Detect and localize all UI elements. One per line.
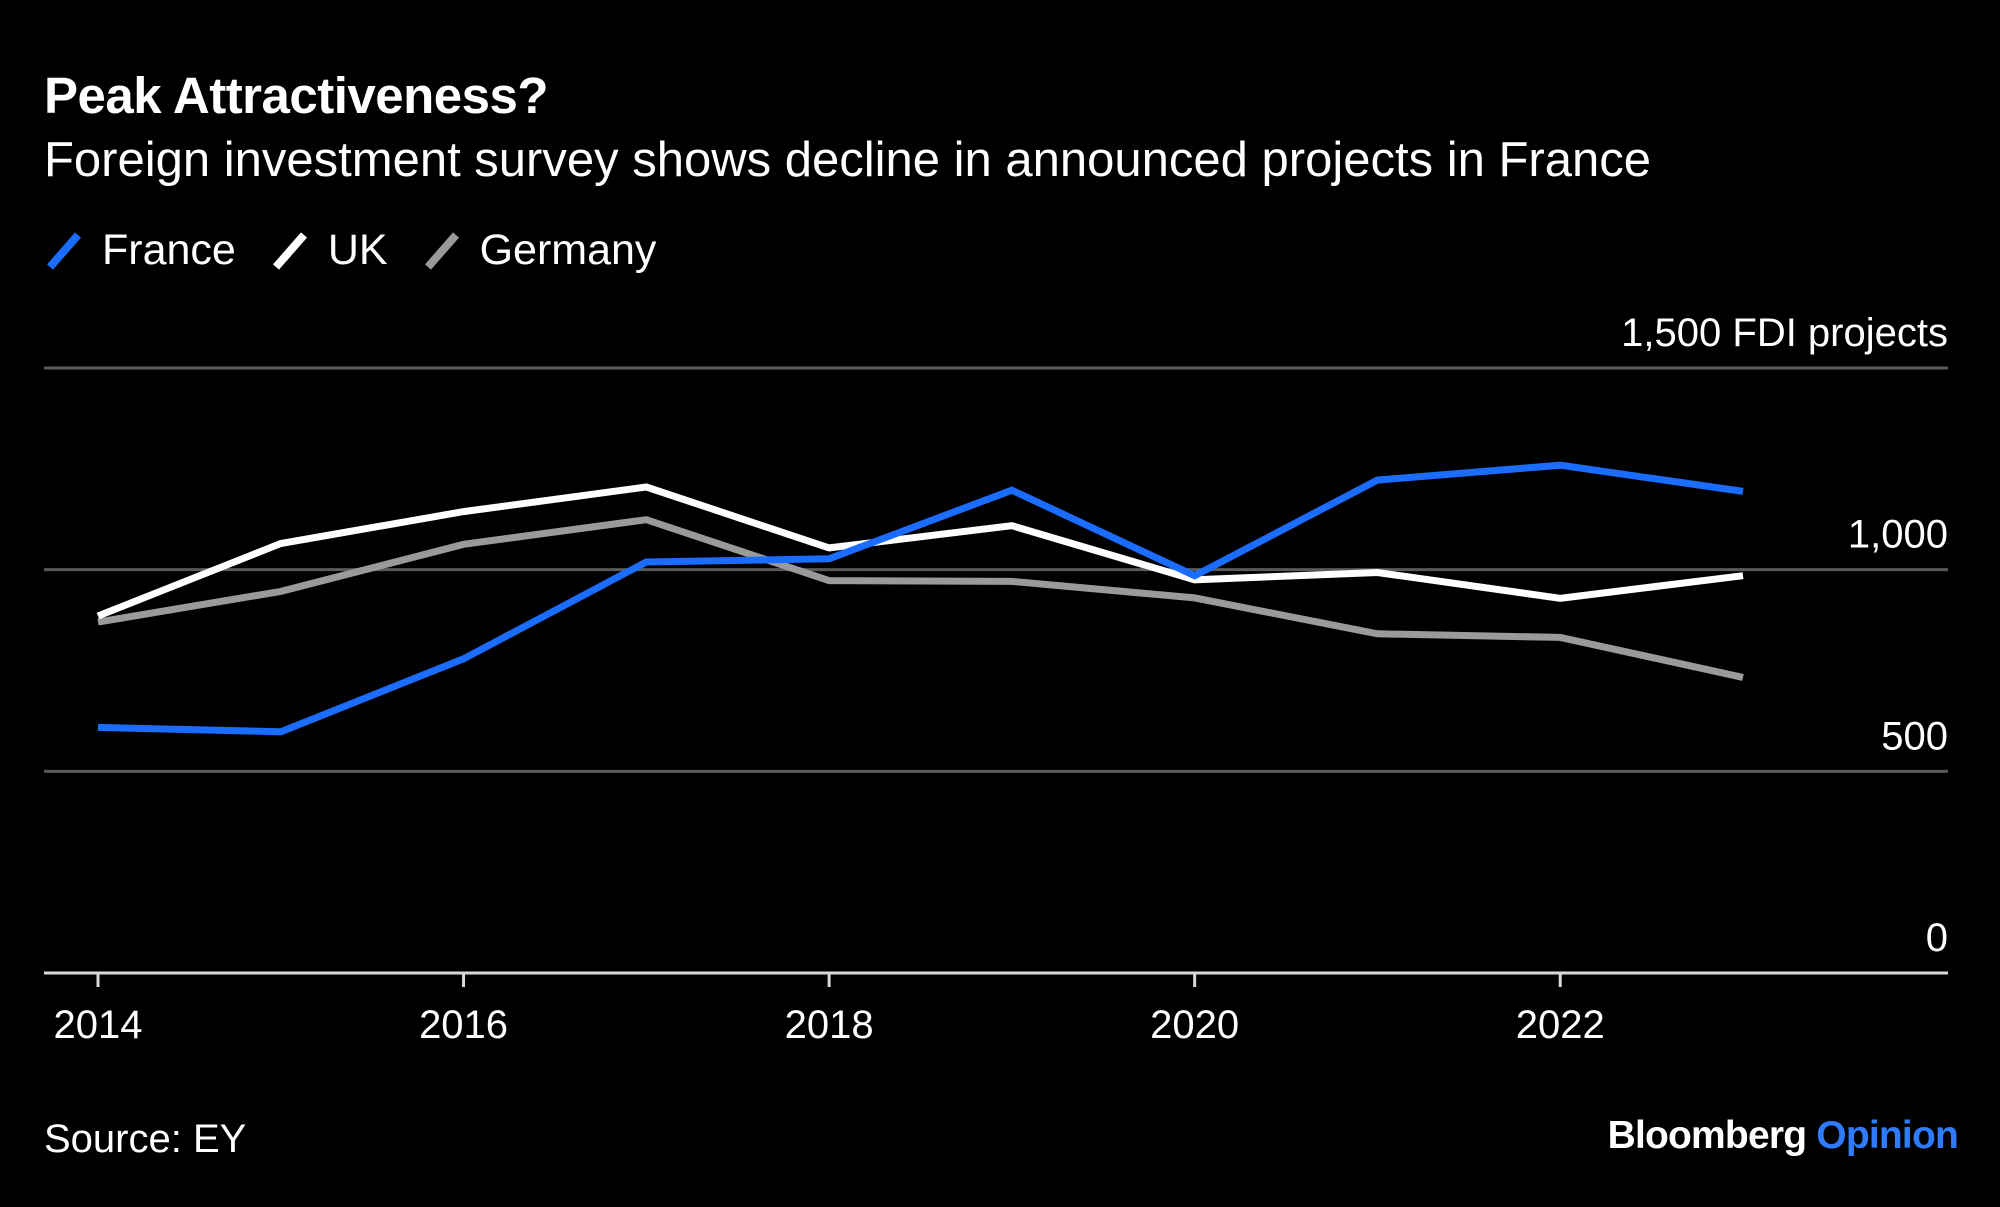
legend-item-france: France: [44, 226, 236, 275]
legend-item-germany: Germany: [422, 226, 657, 275]
grid-layer: [44, 366, 1948, 975]
x-tick-label: 2022: [1516, 1003, 1605, 1047]
chart-subtitle: Foreign investment survey shows decline …: [44, 133, 1651, 187]
legend-label-france: France: [102, 226, 236, 274]
x-tick-label: 2020: [1150, 1003, 1239, 1047]
legend-swatch-france: [46, 231, 82, 270]
y-tick-label: 500: [1881, 714, 1948, 758]
series-line-germany: [97, 516, 1744, 681]
x-tick-label: 2018: [785, 1003, 874, 1047]
brand-primary: Bloomberg: [1607, 1114, 1807, 1157]
legend-item-uk: UK: [270, 226, 388, 275]
series-line-france: [97, 461, 1744, 736]
y-tick-label: 1,500 FDI projects: [1621, 311, 1948, 355]
series-layer: [96, 461, 1744, 736]
legend-swatch-germany: [424, 231, 459, 270]
legend: France UK Germany: [44, 226, 690, 275]
x-tick-label: 2016: [419, 1003, 508, 1047]
brand-logo: Bloomberg Opinion: [1607, 1114, 1959, 1158]
y-tick-label: 0: [1926, 916, 1948, 960]
chart-title: Peak Attractiveness?: [44, 67, 549, 124]
source-note: Source: EY: [44, 1117, 247, 1161]
legend-swatch-uk: [272, 231, 307, 270]
x-tick-label: 2014: [54, 1003, 143, 1047]
legend-label-uk: UK: [327, 226, 388, 274]
series-line-uk: [96, 483, 1744, 620]
brand-secondary: Opinion: [1816, 1114, 1959, 1157]
legend-label-germany: Germany: [479, 226, 657, 274]
axis-layer: 0 500 1,000 1,500 FDI projects 2014 2016 2018 2…: [54, 311, 1948, 1047]
y-tick-label: 1,000: [1848, 513, 1948, 557]
